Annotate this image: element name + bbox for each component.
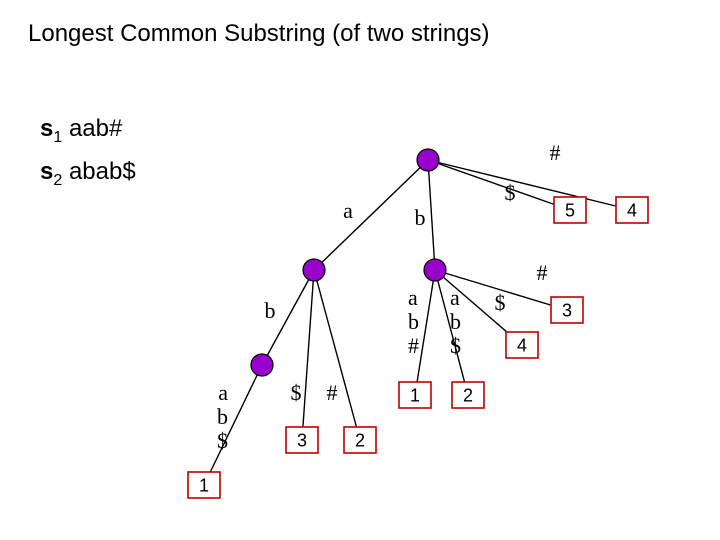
tree-edge xyxy=(314,270,360,440)
edge-label: # xyxy=(537,260,548,285)
edge-label: a xyxy=(343,198,353,223)
edge-label: b xyxy=(265,298,276,323)
leaf-label: 2 xyxy=(355,430,365,450)
leaf-label: 5 xyxy=(565,200,575,220)
internal-node xyxy=(303,259,325,281)
tree-edge xyxy=(204,365,262,485)
internal-node xyxy=(417,149,439,171)
edge-label: # xyxy=(550,140,561,165)
internal-node xyxy=(424,259,446,281)
tree-edge xyxy=(428,160,632,210)
edge-label: $ xyxy=(291,380,302,405)
tree-edge xyxy=(302,270,314,440)
edge-label: # xyxy=(327,380,338,405)
leaf-label: 4 xyxy=(627,200,637,220)
leaf-label: 1 xyxy=(199,475,209,495)
edge-label: $ xyxy=(495,290,506,315)
leaf-label: 4 xyxy=(517,335,527,355)
tree-edge xyxy=(428,160,435,270)
edge-label: b xyxy=(415,205,426,230)
tree-edge xyxy=(428,160,570,210)
internal-node xyxy=(251,354,273,376)
leaf-label: 1 xyxy=(410,385,420,405)
tree-edge xyxy=(314,160,428,270)
edge-label: ab$ xyxy=(217,380,228,453)
leaf-label: 2 xyxy=(463,385,473,405)
leaf-label: 3 xyxy=(297,430,307,450)
edge-label: ab# xyxy=(408,285,419,358)
leaf-label: 3 xyxy=(562,300,572,320)
edge-label: ab$ xyxy=(450,285,461,358)
suffix-tree-diagram: ab$#b$#ab$ab#ab$$#543421231 xyxy=(0,0,720,540)
edge-label: $ xyxy=(505,180,516,205)
